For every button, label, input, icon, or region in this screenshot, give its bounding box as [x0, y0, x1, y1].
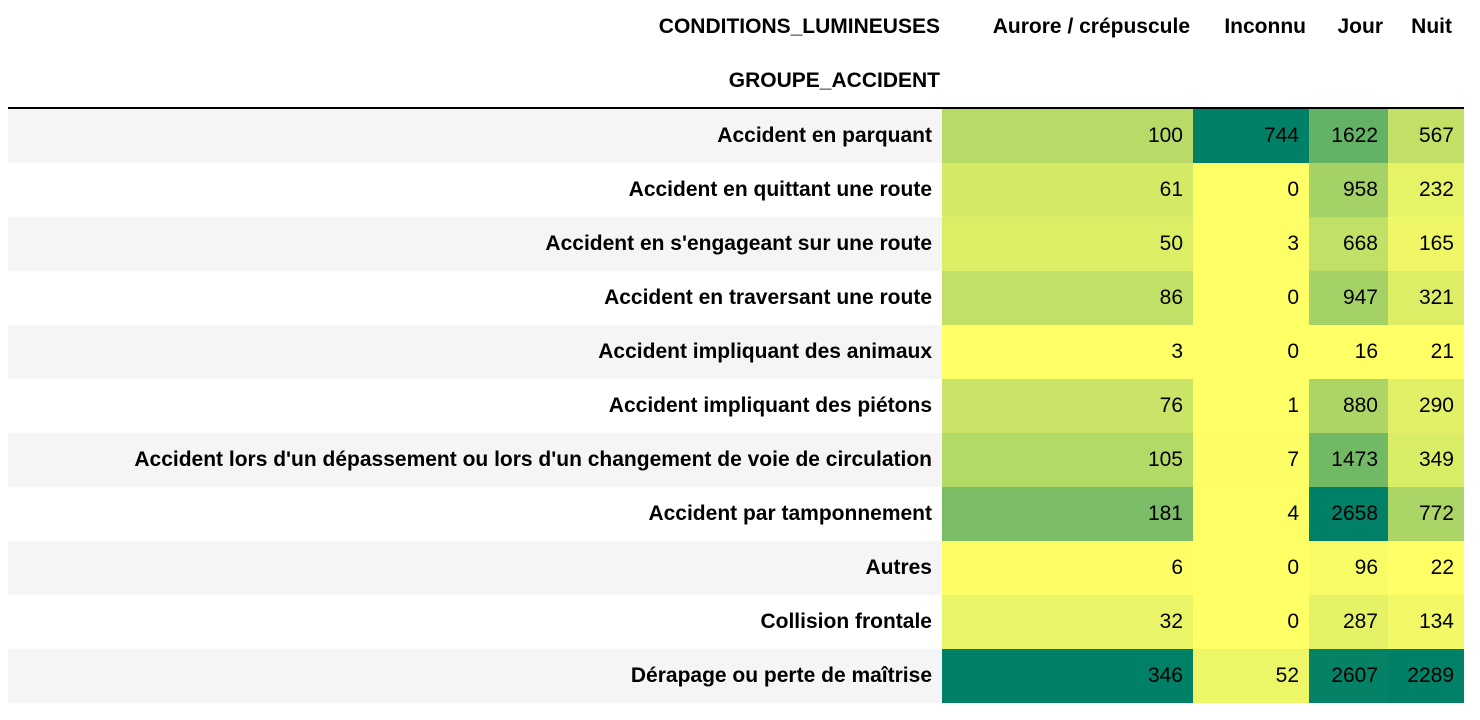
table-row: Accident en parquant 100 744 1622 567 [8, 109, 1464, 163]
row-label: Dérapage ou perte de maîtrise [8, 649, 942, 703]
heatmap-table-body: Accident en parquant 100 744 1622 567 Acciden… [8, 109, 1464, 703]
row-label: Accident lors d'un dépassement ou lors d… [8, 433, 942, 487]
heatmap-cell-nuit: 349 [1388, 433, 1464, 487]
heatmap-cell-inconnu: 0 [1193, 595, 1309, 649]
heatmap-cell-nuit: 772 [1388, 487, 1464, 541]
heatmap-cell-nuit: 2289 [1388, 649, 1464, 703]
heatmap-cell-jour: 16 [1309, 325, 1388, 379]
heatmap-cell-nuit: 134 [1388, 595, 1464, 649]
heatmap-cell-jour: 947 [1309, 271, 1388, 325]
row-label: Autres [8, 541, 942, 595]
columns-index-name: CONDITIONS_LUMINEUSES [658, 15, 940, 38]
column-header-jour: Jour [1337, 15, 1383, 38]
row-label: Accident en parquant [8, 109, 942, 163]
heatmap-cell-nuit: 290 [1388, 379, 1464, 433]
table-row: Accident en s'engageant sur une route 50 3… [8, 217, 1464, 271]
row-index-header-row: GROUPE_ACCIDENT [8, 54, 1464, 108]
heatmap-cell-jour: 668 [1309, 217, 1388, 271]
table-row: Autres 6 0 96 22 [8, 541, 1464, 595]
heatmap-cell-aurore: 181 [942, 487, 1193, 541]
heatmap-cell-jour: 1473 [1309, 433, 1388, 487]
heatmap-cell-jour: 287 [1309, 595, 1388, 649]
table-row: Collision frontale 32 0 287 134 [8, 595, 1464, 649]
heatmap-cell-inconnu: 0 [1193, 541, 1309, 595]
heatmap-cell-aurore: 76 [942, 379, 1193, 433]
heatmap-cell-nuit: 22 [1388, 541, 1464, 595]
header-divider [8, 107, 1464, 109]
heatmap-cell-nuit: 321 [1388, 271, 1464, 325]
table-row: Accident en quittant une route 61 0 958 232 [8, 163, 1464, 217]
heatmap-cell-inconnu: 1 [1193, 379, 1309, 433]
row-label: Accident en quittant une route [8, 163, 942, 217]
row-label: Accident impliquant des piétons [8, 379, 942, 433]
heatmap-cell-nuit: 165 [1388, 217, 1464, 271]
column-header-row: CONDITIONS_LUMINEUSES Aurore / crépuscul… [8, 0, 1464, 54]
heatmap-cell-aurore: 3 [942, 325, 1193, 379]
heatmap-cell-jour: 880 [1309, 379, 1388, 433]
heatmap-cell-jour: 2607 [1309, 649, 1388, 703]
styled-table: CONDITIONS_LUMINEUSES Aurore / crépuscul… [8, 0, 1464, 703]
heatmap-cell-aurore: 100 [942, 109, 1193, 163]
heatmap-cell-jour: 958 [1309, 163, 1388, 217]
row-label: Accident impliquant des animaux [8, 325, 942, 379]
heatmap-cell-nuit: 567 [1388, 109, 1464, 163]
heatmap-cell-inconnu: 0 [1193, 163, 1309, 217]
table-row: Accident impliquant des animaux 3 0 16 21 [8, 325, 1464, 379]
heatmap-cell-inconnu: 744 [1193, 109, 1309, 163]
heatmap-cell-aurore: 32 [942, 595, 1193, 649]
table-row: Accident impliquant des piétons 76 1 880 290 [8, 379, 1464, 433]
heatmap-cell-aurore: 86 [942, 271, 1193, 325]
heatmap-cell-jour: 2658 [1309, 487, 1388, 541]
heatmap-cell-jour: 1622 [1309, 109, 1388, 163]
heatmap-cell-nuit: 232 [1388, 163, 1464, 217]
heatmap-cell-inconnu: 0 [1193, 325, 1309, 379]
table-row: Accident par tamponnement 181 4 2658 772 [8, 487, 1464, 541]
heatmap-cell-inconnu: 4 [1193, 487, 1309, 541]
heatmap-cell-aurore: 346 [942, 649, 1193, 703]
heatmap-cell-aurore: 6 [942, 541, 1193, 595]
row-label: Accident en s'engageant sur une route [8, 217, 942, 271]
heatmap-cell-inconnu: 0 [1193, 271, 1309, 325]
column-header-nuit: Nuit [1411, 15, 1452, 38]
column-header-aurore: Aurore / crépuscule [992, 15, 1190, 38]
row-label: Accident en traversant une route [8, 271, 942, 325]
column-header-inconnu: Inconnu [1224, 15, 1306, 38]
heatmap-cell-inconnu: 7 [1193, 433, 1309, 487]
heatmap-cell-aurore: 105 [942, 433, 1193, 487]
heatmap-cell-aurore: 50 [942, 217, 1193, 271]
heatmap-cell-inconnu: 3 [1193, 217, 1309, 271]
heatmap-cell-aurore: 61 [942, 163, 1193, 217]
row-label: Accident par tamponnement [8, 487, 942, 541]
rows-index-name: GROUPE_ACCIDENT [728, 69, 940, 92]
heatmap-cell-inconnu: 52 [1193, 649, 1309, 703]
heatmap-cell-nuit: 21 [1388, 325, 1464, 379]
heatmap-cell-jour: 96 [1309, 541, 1388, 595]
table-row: Accident en traversant une route 86 0 947 32… [8, 271, 1464, 325]
row-label: Collision frontale [8, 595, 942, 649]
table-row: Accident lors d'un dépassement ou lors d… [8, 433, 1464, 487]
table-row: Dérapage ou perte de maîtrise 346 52 2607 22… [8, 649, 1464, 703]
